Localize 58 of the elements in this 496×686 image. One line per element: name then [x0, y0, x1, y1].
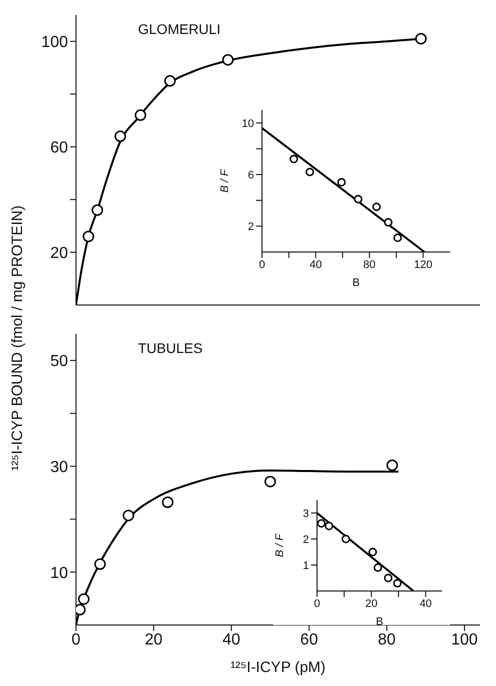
point [317, 519, 326, 528]
point [94, 558, 106, 570]
point [374, 563, 382, 572]
x-axis-title: ¹²⁵I-ICYP (pM) [230, 659, 326, 676]
x-tick-label: 0 [258, 258, 266, 271]
x-tick-label: 40 [310, 258, 322, 271]
x-tick-label: 120 [414, 258, 432, 271]
point [222, 54, 234, 66]
x-tick-label: 0 [72, 631, 81, 648]
point [164, 75, 176, 87]
point [78, 593, 90, 605]
x-tick-label: 20 [365, 598, 378, 610]
point [415, 32, 427, 44]
point [162, 496, 174, 508]
y-tick-label: 3 [302, 508, 309, 520]
point [393, 234, 402, 242]
x-tick-label: 40 [222, 631, 240, 648]
x-tick-label: 80 [363, 258, 376, 271]
y-tick-label: 2 [248, 221, 254, 234]
point [290, 154, 298, 164]
point [354, 194, 362, 204]
point [114, 130, 126, 142]
x-axis-title: B [352, 277, 360, 289]
y-tick-label: 6 [248, 169, 254, 182]
y-axis-title: ¹²⁵I-ICYP BOUND (fmol / mg PROTEIN) [9, 205, 26, 471]
chart-title: GLOMERULI [138, 21, 220, 37]
y-tick-label: 30 [50, 458, 68, 476]
y-tick-label: 1 [302, 560, 309, 572]
point [384, 218, 392, 227]
x-axis-title: B [376, 616, 384, 628]
x-tick-label: 40 [420, 598, 432, 610]
y-axis-title: B / F [274, 532, 286, 558]
x-tick-label: 0 [314, 598, 320, 610]
point [92, 204, 104, 216]
y-tick-label: 10 [242, 118, 254, 130]
point [386, 459, 398, 471]
chart-title: TUBULES [138, 340, 203, 356]
point [372, 202, 381, 212]
x-tick-label: 100 [451, 631, 478, 648]
y-axis-title: B / F [218, 168, 231, 193]
point [82, 230, 94, 242]
point [134, 109, 146, 121]
point [324, 522, 334, 530]
point [393, 578, 402, 588]
point [264, 476, 276, 488]
y-tick-label: 60 [50, 140, 68, 156]
point [122, 510, 134, 522]
y-tick-label: 100 [41, 34, 68, 52]
point [384, 574, 392, 582]
point [342, 534, 350, 544]
y-tick-label: 2 [302, 534, 309, 546]
y-tick-label: 50 [50, 353, 68, 370]
point [337, 178, 346, 187]
y-tick-label: 10 [50, 564, 68, 582]
x-tick-label: 80 [378, 631, 396, 648]
x-tick-label: 20 [144, 631, 163, 648]
point [306, 168, 314, 176]
point [368, 548, 377, 556]
